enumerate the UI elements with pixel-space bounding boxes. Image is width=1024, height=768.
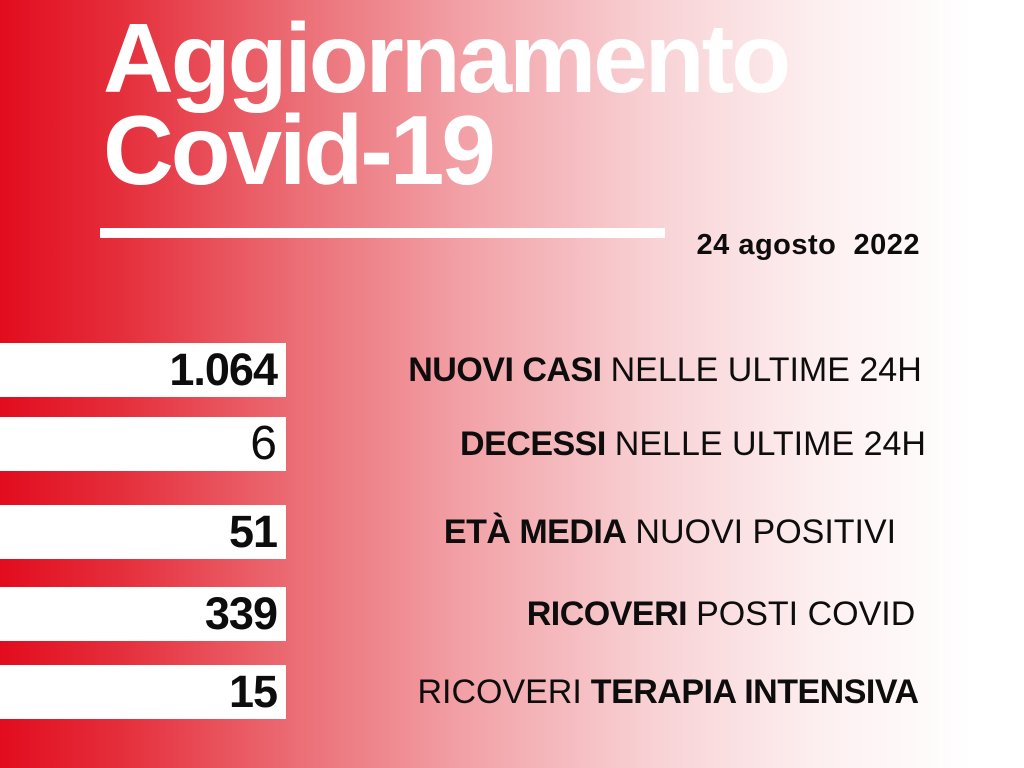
page-title-line1: Aggiornamento xyxy=(103,3,791,113)
stat-label-bold: TERAPIA INTENSIVA xyxy=(590,673,919,711)
stat-label-ricoveri-covid: RICOVERI POSTI COVID xyxy=(527,587,916,641)
stat-label-light: RICOVERI xyxy=(417,673,582,711)
stat-label-decessi: DECESSI NELLE ULTIME 24H xyxy=(460,417,926,471)
stat-label-light: NUOVI POSITIVI xyxy=(635,513,897,551)
page-title: Aggiornamento Covid-19 xyxy=(103,3,791,205)
stat-label-bold: NUOVI CASI xyxy=(408,351,602,389)
page-title-line2: Covid-19 xyxy=(103,95,496,205)
stat-label-bold: DECESSI xyxy=(460,425,606,463)
stat-bar-ricoveri-covid: 339 xyxy=(0,587,286,641)
stat-value-decessi: 6 xyxy=(250,417,277,470)
stat-value-eta-media: 51 xyxy=(228,506,278,557)
stat-label-bold: RICOVERI xyxy=(526,595,688,633)
report-date: 24 agosto 2022 xyxy=(696,229,920,261)
stat-bar-terapia-intensiva: 15 xyxy=(0,665,286,719)
stat-label-light: NELLE ULTIME 24H xyxy=(610,351,922,389)
stat-label-light: NELLE ULTIME 24H xyxy=(614,425,926,463)
stat-label-light: POSTI COVID xyxy=(696,595,916,633)
stat-label-nuovi-casi: NUOVI CASI NELLE ULTIME 24H xyxy=(408,343,922,397)
title-underline xyxy=(100,228,665,238)
stat-bar-eta-media: 51 xyxy=(0,505,286,559)
stat-value-ricoveri-covid: 339 xyxy=(204,588,278,639)
stat-label-terapia-intensiva: RICOVERI TERAPIA INTENSIVA xyxy=(417,665,919,719)
stat-bar-decessi: 6 xyxy=(0,417,286,471)
stat-value-nuovi-casi: 1.064 xyxy=(169,344,278,395)
stat-label-eta-media: ETÀ MEDIA NUOVI POSITIVI xyxy=(444,505,896,559)
stat-bar-nuovi-casi: 1.064 xyxy=(0,343,286,397)
stat-value-terapia-intensiva: 15 xyxy=(228,666,278,717)
stat-label-bold: ETÀ MEDIA xyxy=(443,513,627,551)
